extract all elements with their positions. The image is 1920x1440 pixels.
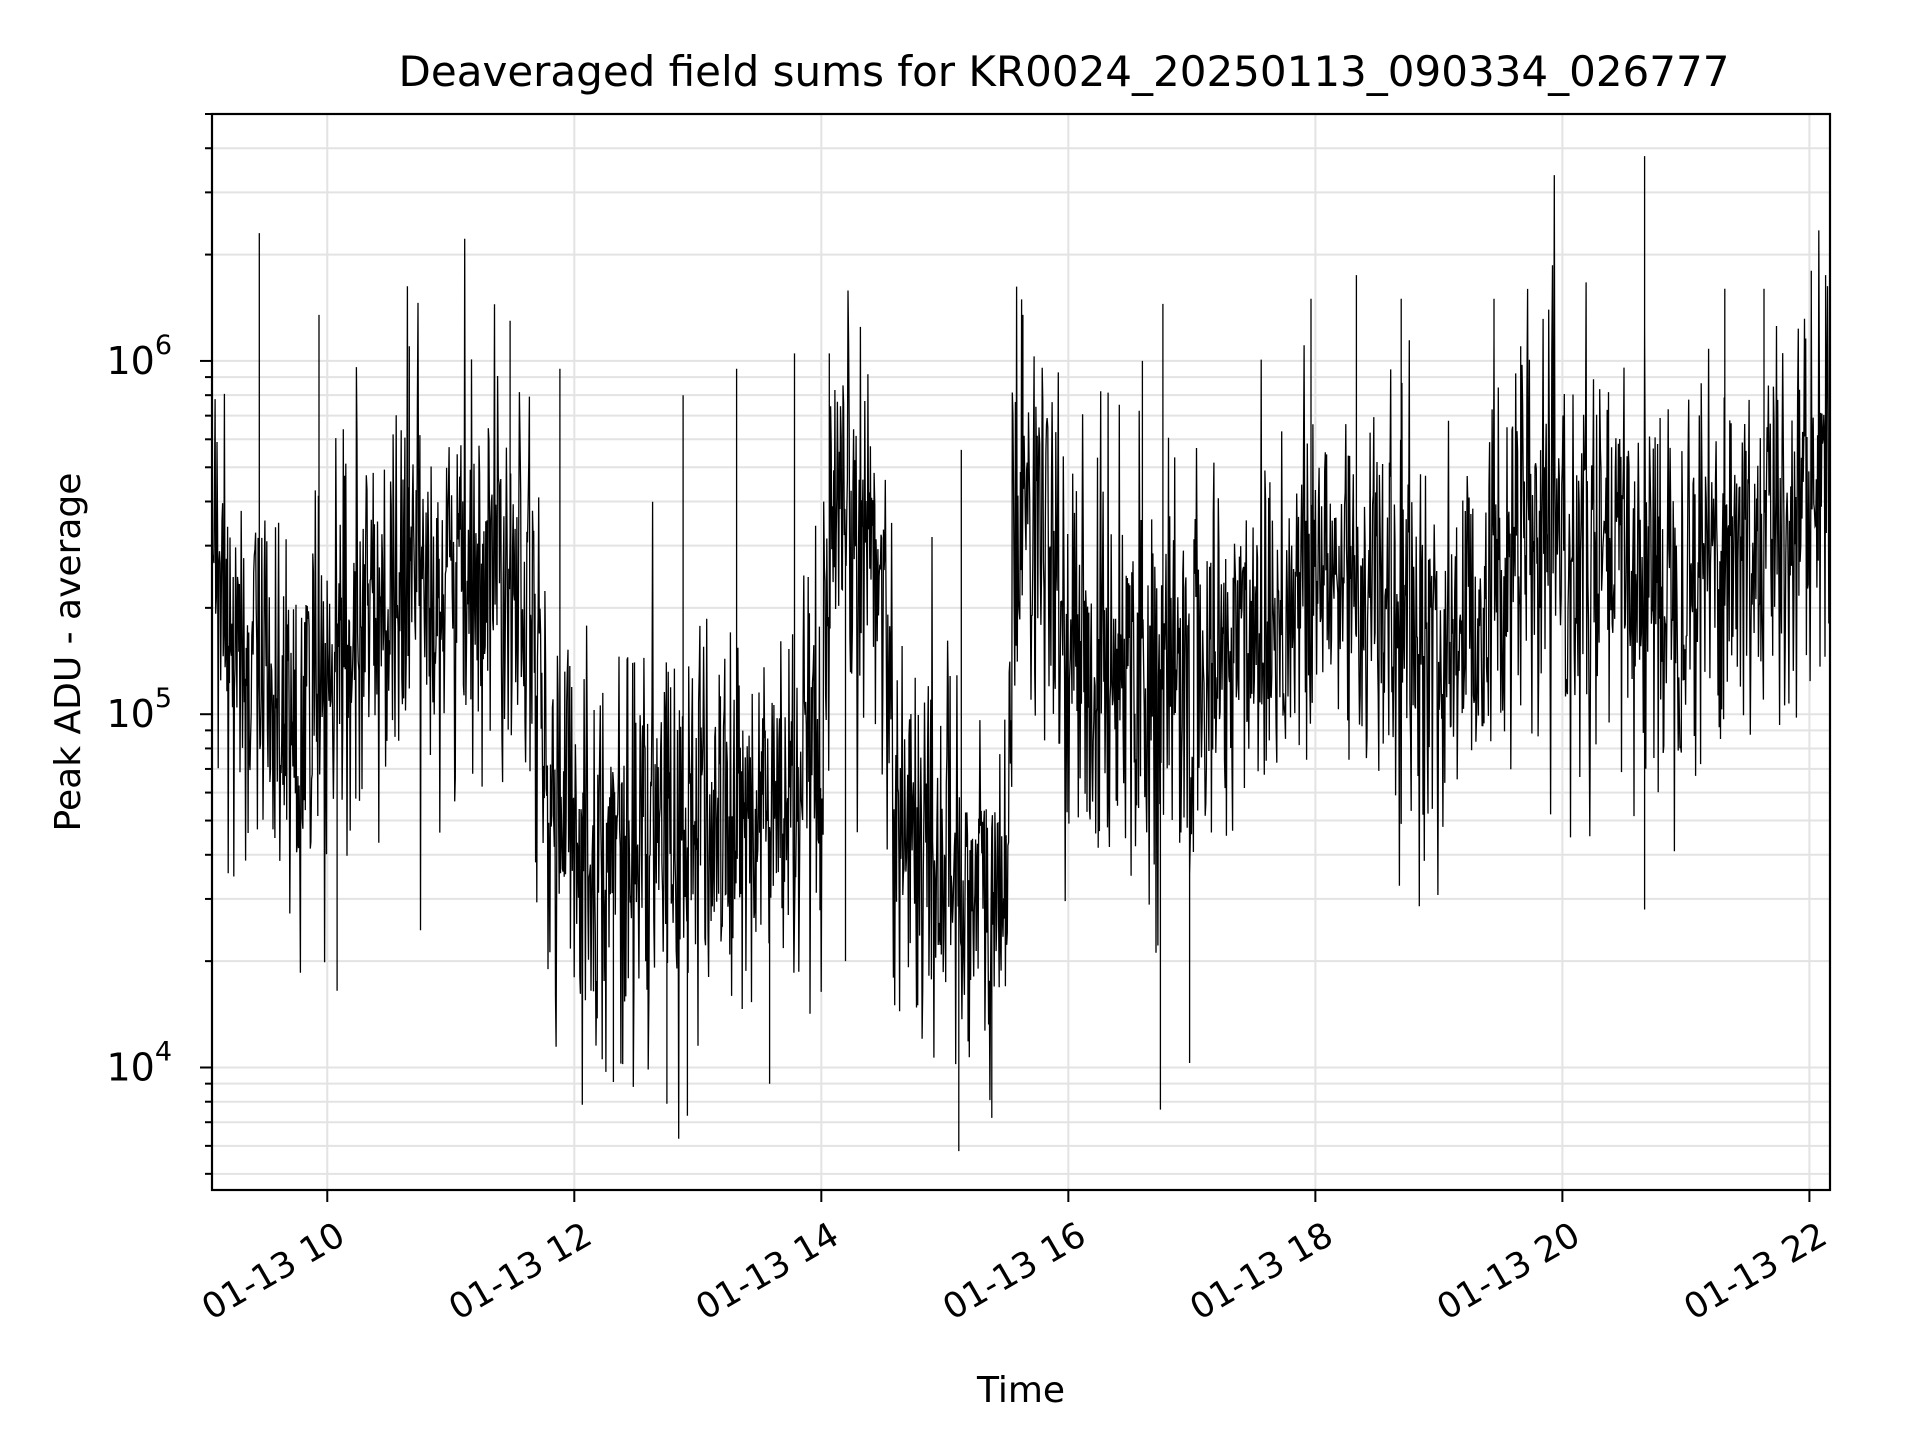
y-tick-exponent: 6 [155, 330, 172, 361]
x-tick-label: 01-13 16 [937, 1215, 1093, 1328]
x-tick-label: 01-13 12 [443, 1215, 599, 1328]
y-tick-label: 104 [106, 1036, 172, 1089]
x-axis-label: Time [976, 1370, 1065, 1411]
series-layer [211, 156, 1831, 1152]
x-tick-label: 01-13 14 [690, 1215, 846, 1328]
x-tick-label: 01-13 20 [1431, 1215, 1587, 1328]
x-tick-label: 01-13 18 [1184, 1215, 1340, 1328]
y-tick-base: 10 [106, 692, 154, 736]
series-line [211, 156, 1831, 1152]
y-axis-label: Peak ADU - average [48, 473, 89, 832]
y-tick-label: 105 [106, 683, 172, 736]
y-tick-base: 10 [106, 1045, 154, 1089]
chart-title: Deaveraged field sums for KR0024_2025011… [399, 47, 1730, 96]
y-tick-base: 10 [106, 339, 154, 383]
y-tick-exponent: 5 [155, 683, 172, 714]
x-tick-label: 01-13 10 [195, 1215, 351, 1328]
x-tick-label: 01-13 22 [1678, 1215, 1834, 1328]
y-tick-exponent: 4 [155, 1036, 172, 1067]
plot-frame [210, 112, 1832, 1192]
y-tick-label: 106 [106, 330, 172, 383]
